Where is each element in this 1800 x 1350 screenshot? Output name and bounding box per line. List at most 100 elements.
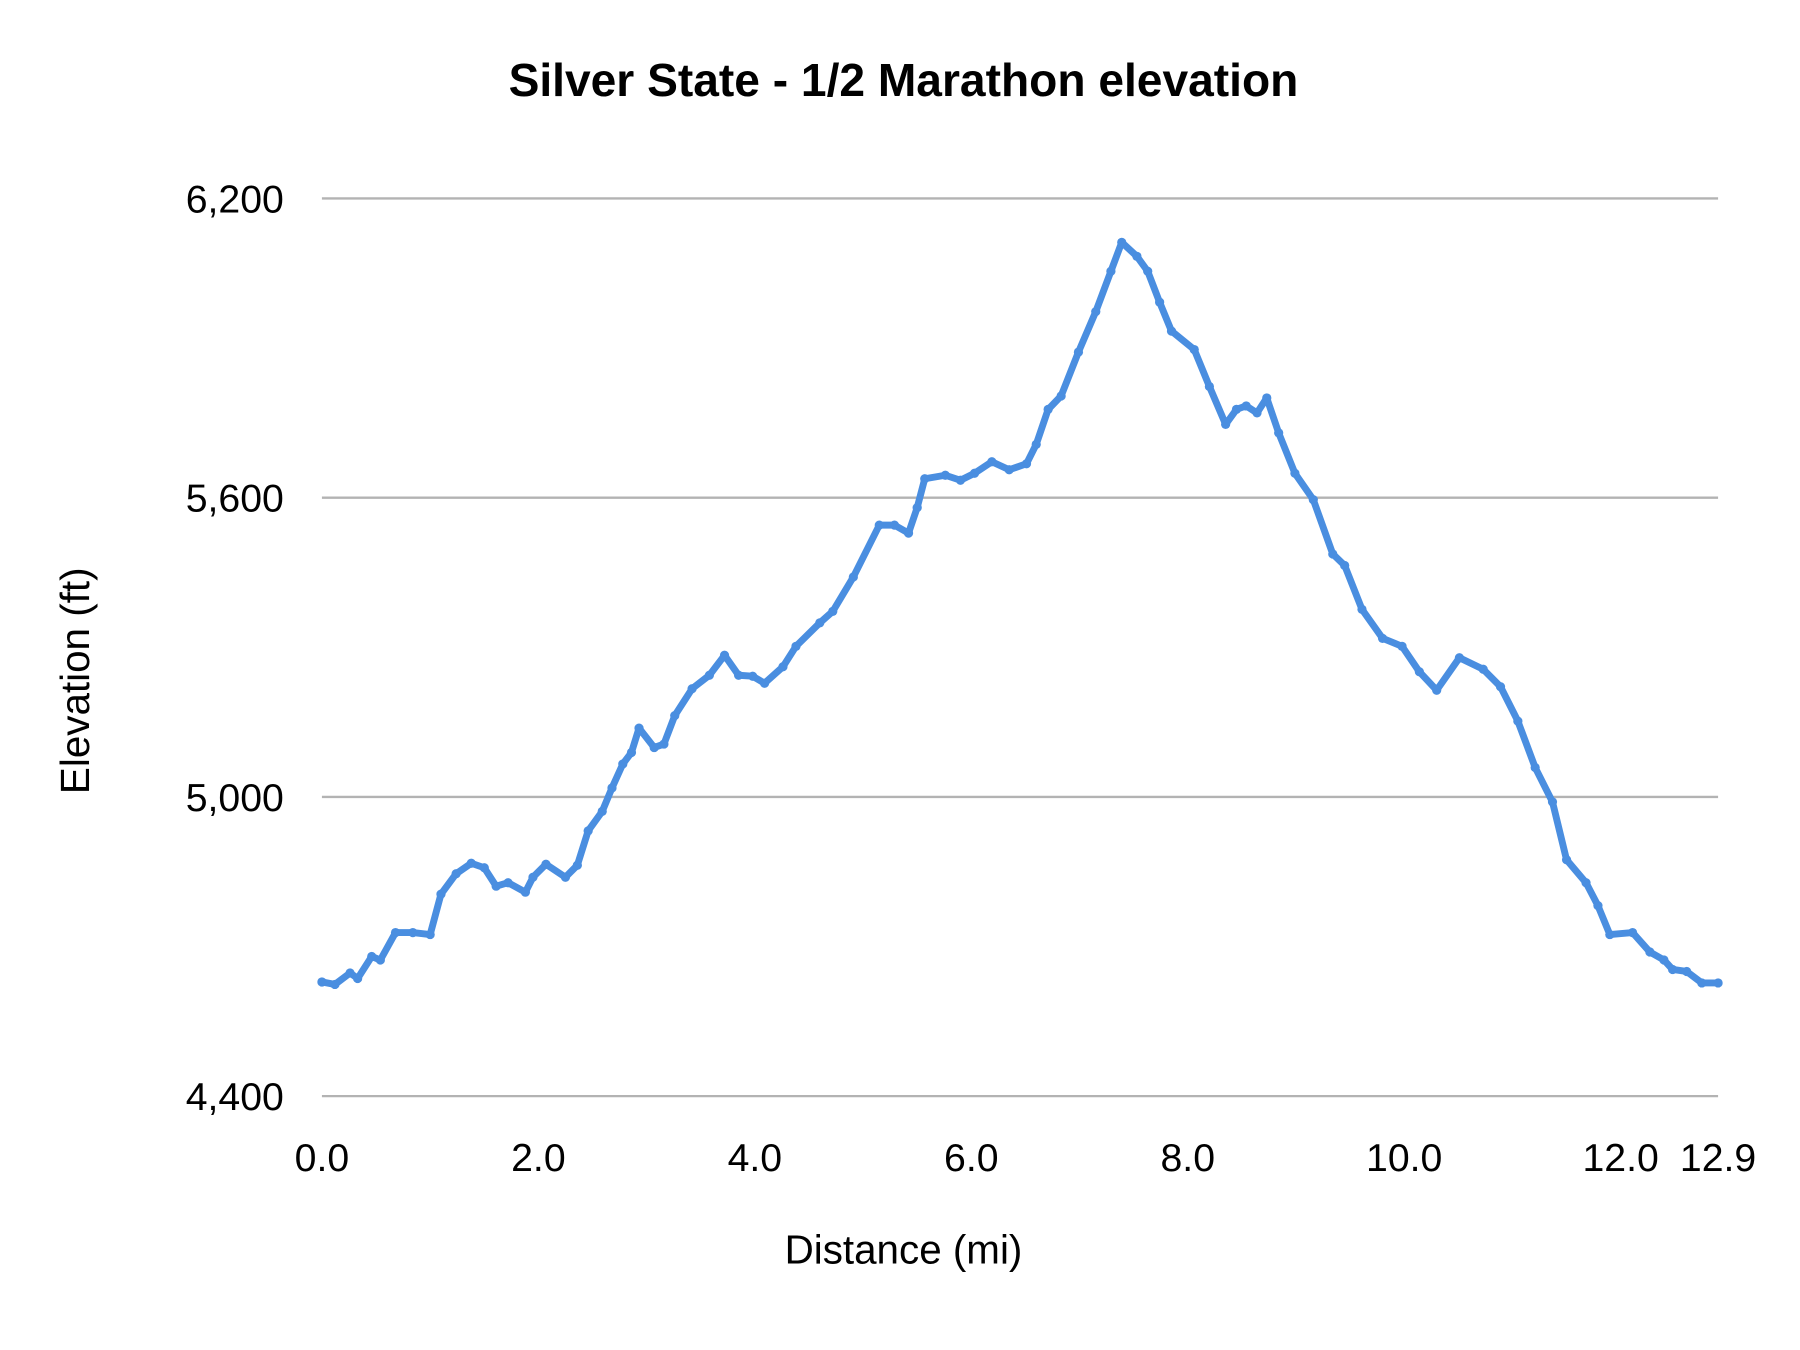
data-point bbox=[1627, 927, 1638, 938]
data-point bbox=[541, 859, 551, 869]
data-point bbox=[466, 858, 476, 868]
data-point bbox=[634, 723, 644, 733]
x-axis-ticks: 0.0 2.0 4.0 6.0 8.0 10.0 12.0 12.9 bbox=[295, 1136, 1757, 1180]
data-point bbox=[1513, 716, 1523, 726]
data-point bbox=[390, 927, 401, 938]
data-point bbox=[748, 671, 758, 681]
x-tick-label: 10.0 bbox=[1366, 1136, 1442, 1180]
data-point bbox=[375, 955, 385, 965]
data-point bbox=[626, 747, 637, 758]
data-point bbox=[955, 475, 966, 485]
data-point bbox=[528, 872, 538, 882]
data-point bbox=[987, 457, 997, 467]
data-point bbox=[330, 979, 340, 990]
y-tick-label: 5,000 bbox=[186, 776, 284, 820]
data-point bbox=[607, 783, 617, 793]
data-point bbox=[1231, 404, 1242, 415]
data-point bbox=[649, 742, 659, 753]
data-point bbox=[1091, 307, 1101, 317]
x-tick-label: 4.0 bbox=[728, 1136, 783, 1180]
data-point bbox=[367, 951, 377, 962]
data-point bbox=[733, 670, 744, 680]
data-point bbox=[1645, 947, 1655, 957]
data-point bbox=[1713, 978, 1723, 988]
data-point bbox=[1478, 664, 1488, 674]
data-point bbox=[436, 889, 446, 899]
data-point bbox=[1432, 685, 1442, 695]
data-point bbox=[1252, 408, 1262, 418]
data-point bbox=[848, 572, 858, 582]
data-point bbox=[1668, 964, 1678, 975]
data-point bbox=[425, 929, 435, 940]
data-point bbox=[687, 684, 697, 694]
data-point bbox=[719, 650, 730, 660]
data-point bbox=[1659, 955, 1669, 965]
y-tick-label: 6,200 bbox=[186, 177, 284, 221]
data-point bbox=[874, 520, 884, 530]
data-point bbox=[491, 881, 501, 891]
data-point bbox=[1106, 266, 1116, 276]
data-point bbox=[759, 678, 770, 688]
x-tick-label: 8.0 bbox=[1160, 1136, 1215, 1180]
data-point bbox=[1697, 978, 1707, 988]
y-axis-ticks: 4,400 5,000 5,600 6,200 bbox=[186, 177, 284, 1119]
data-point bbox=[815, 618, 825, 628]
data-point bbox=[408, 927, 418, 938]
data-point bbox=[1308, 495, 1318, 505]
y-tick-label: 5,600 bbox=[186, 477, 284, 521]
gridlines bbox=[321, 197, 1719, 1098]
data-point bbox=[1021, 459, 1032, 469]
data-point bbox=[560, 872, 571, 882]
data-point bbox=[1397, 641, 1407, 651]
data-point bbox=[1262, 393, 1272, 403]
data-point bbox=[583, 826, 593, 836]
data-point bbox=[1043, 404, 1053, 415]
data-point bbox=[479, 863, 489, 873]
data-point bbox=[1117, 237, 1127, 247]
data-point bbox=[1357, 604, 1367, 615]
x-tick-label: 12.9 bbox=[1680, 1136, 1756, 1180]
data-point bbox=[1204, 381, 1215, 392]
data-point bbox=[912, 503, 922, 513]
data-point bbox=[503, 878, 513, 888]
data-point bbox=[1241, 401, 1251, 411]
data-point bbox=[1166, 326, 1177, 336]
data-point bbox=[1274, 428, 1284, 438]
data-point bbox=[791, 641, 801, 651]
data-point bbox=[1340, 560, 1350, 571]
data-point bbox=[1031, 439, 1041, 449]
x-tick-label: 6.0 bbox=[944, 1136, 999, 1180]
data-point bbox=[520, 887, 531, 897]
data-point bbox=[1328, 549, 1338, 559]
elevation-series bbox=[317, 237, 1723, 990]
data-point bbox=[670, 711, 680, 721]
data-point bbox=[1290, 468, 1300, 478]
x-tick-label: 2.0 bbox=[511, 1136, 566, 1180]
data-point bbox=[889, 520, 900, 530]
data-point bbox=[1495, 682, 1506, 692]
data-point bbox=[1454, 653, 1465, 663]
data-point bbox=[1605, 929, 1615, 940]
data-point bbox=[1056, 391, 1066, 401]
data-point bbox=[1593, 901, 1603, 911]
data-point bbox=[572, 860, 582, 870]
data-point bbox=[353, 973, 363, 984]
x-tick-label: 12.0 bbox=[1582, 1136, 1658, 1180]
data-point bbox=[1132, 251, 1142, 261]
data-point bbox=[317, 977, 327, 987]
data-point bbox=[345, 968, 355, 978]
data-point bbox=[969, 468, 980, 478]
data-point bbox=[1547, 797, 1558, 807]
x-axis-label: Distance (mi) bbox=[785, 1226, 1023, 1272]
data-point bbox=[1581, 878, 1591, 888]
data-point bbox=[1377, 633, 1388, 643]
data-point bbox=[1221, 419, 1231, 429]
data-point bbox=[618, 759, 628, 769]
data-point bbox=[940, 470, 950, 480]
data-point bbox=[1004, 465, 1014, 475]
data-point bbox=[451, 869, 461, 879]
data-point bbox=[903, 528, 914, 538]
data-point bbox=[1530, 762, 1540, 773]
data-point bbox=[778, 662, 788, 672]
